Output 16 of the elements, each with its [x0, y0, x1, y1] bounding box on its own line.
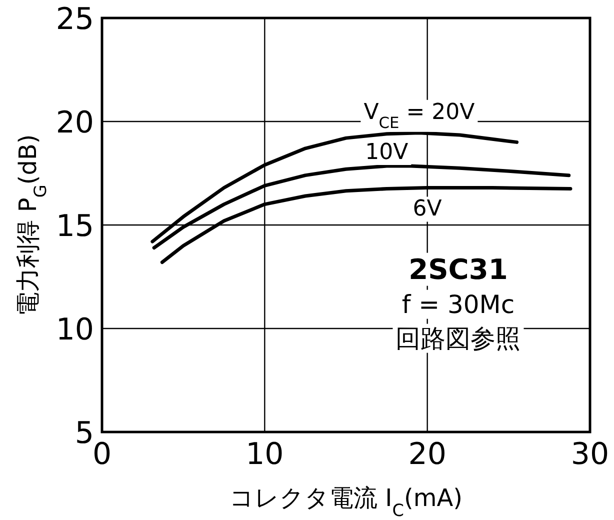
x-axis-title: コレクタ電流 I$_{C}$(mA) — [230, 484, 462, 520]
x-tick-label: 0 — [92, 437, 112, 472]
y-tick-label: 10 — [56, 312, 94, 348]
annotation: 回路図参照 — [396, 324, 521, 353]
annotation: f = 30Mc — [402, 290, 515, 319]
y-tick-label: 20 — [56, 106, 94, 140]
series-label: 6V — [412, 196, 442, 222]
x-tick-label: 20 — [408, 437, 446, 472]
series-label: 10V — [365, 140, 408, 166]
series-label: V$_{CE}$ = 20V — [364, 100, 475, 132]
y-tick-label: 25 — [56, 2, 94, 37]
y-tick-label: 5 — [74, 416, 94, 451]
x-tick-label: 30 — [570, 437, 610, 472]
annotation: 2SC31 — [408, 252, 508, 286]
x-tick-label: 10 — [246, 437, 284, 472]
y-tick-label: 15 — [56, 209, 94, 244]
